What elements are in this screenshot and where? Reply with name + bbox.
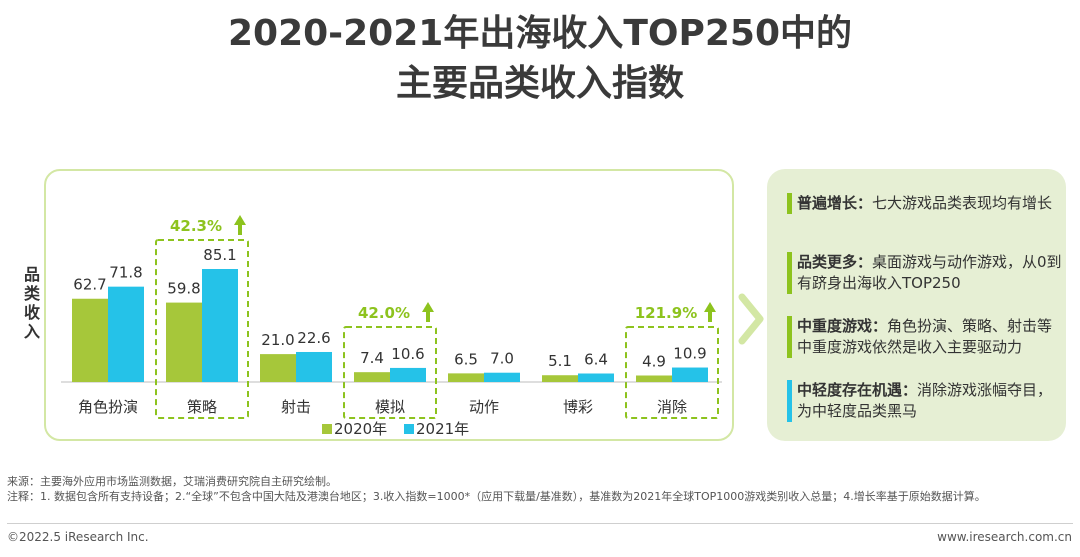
bar-2021 [202, 269, 238, 382]
bar-2020 [72, 298, 108, 382]
bar-2021 [108, 286, 144, 382]
bar-2021 [578, 373, 614, 382]
data-label: 7.0 [490, 350, 514, 368]
insight-heading: 中轻度存在机遇： [797, 381, 918, 399]
insight-item: 品类更多：桌面游戏与动作游戏，从0到有跻身出海收入TOP250 [787, 252, 1062, 294]
x-tick-label: 动作 [469, 398, 499, 416]
insight-text: 消除游戏涨幅夺目，为中轻度品类黑马 [797, 381, 1053, 420]
bar-2020 [636, 375, 672, 382]
insight-item: 普遍增长：七大游戏品类表现均有增长 [787, 193, 1062, 214]
bar-2021 [296, 351, 332, 382]
data-label: 7.4 [360, 349, 384, 367]
highlight-box [155, 239, 249, 419]
data-label: 5.1 [548, 352, 572, 370]
chevron-right-icon [738, 293, 764, 345]
y-axis-label: 品类收入 [23, 265, 40, 341]
growth-label: 42.0% [358, 304, 410, 322]
insight-text: 七大游戏品类表现均有增长 [872, 194, 1053, 212]
data-label: 71.8 [109, 264, 142, 282]
data-label: 6.4 [584, 351, 608, 369]
data-label: 10.9 [673, 345, 706, 363]
x-tick-label: 射击 [281, 398, 311, 416]
insight-heading: 品类更多： [797, 253, 873, 271]
legend-label: 2020年 [334, 420, 387, 438]
insight-item: 中重度游戏：角色扮演、策略、射击等中重度游戏依然是收入主要驱动力 [787, 316, 1062, 358]
source-note: 来源：主要海外应用市场监测数据，艾瑞消费研究院自主研究绘制。 [7, 475, 337, 488]
bar-2021 [390, 367, 426, 382]
copyright: ©2022.5 iResearch Inc. [7, 530, 149, 544]
bar-2020 [448, 373, 484, 382]
page-title: 2020-2021年出海收入TOP250中的 [227, 13, 853, 54]
data-label: 85.1 [203, 246, 236, 264]
chart-frame [44, 169, 734, 441]
up-arrow-icon [704, 302, 716, 312]
x-tick-label: 策略 [187, 398, 217, 416]
data-label: 22.6 [297, 329, 330, 347]
x-tick-label: 博彩 [563, 398, 593, 416]
website-link[interactable]: www.iresearch.com.cn [937, 530, 1072, 544]
up-arrow-stem [238, 224, 242, 235]
insight-marker [787, 193, 792, 214]
footnote: 注释：1. 数据包含所有支持设备；2.“全球”不包含中国大陆及港澳台地区；3.收… [7, 490, 986, 503]
growth-label: 42.3% [170, 217, 222, 235]
data-label: 21.0 [261, 331, 294, 349]
data-label: 6.5 [454, 350, 478, 368]
highlight-box [625, 326, 719, 419]
up-arrow-stem [426, 311, 430, 322]
bar-2020 [354, 372, 390, 382]
bar-2020 [542, 375, 578, 382]
bar-2021 [484, 372, 520, 382]
data-label: 59.8 [167, 280, 200, 298]
insight-marker [787, 252, 792, 294]
growth-label: 121.9% [635, 304, 697, 322]
data-label: 10.6 [391, 345, 424, 363]
highlight-box [343, 326, 437, 419]
data-label: 62.7 [73, 276, 106, 294]
insight-text: 角色扮演、策略、射击等中重度游戏依然是收入主要驱动力 [797, 317, 1053, 356]
data-label: 4.9 [642, 352, 666, 370]
insight-panel: 普遍增长：七大游戏品类表现均有增长 品类更多：桌面游戏与动作游戏，从0到有跻身出… [767, 169, 1066, 441]
footer-divider [7, 523, 1073, 524]
x-tick-label: 消除 [657, 398, 687, 416]
legend-swatch [322, 424, 332, 434]
insight-marker [787, 380, 792, 422]
insight-heading: 普遍增长： [797, 194, 873, 212]
insight-marker [787, 316, 792, 358]
legend-label: 2021年 [416, 420, 469, 438]
up-arrow-icon [422, 302, 434, 312]
bar-2020 [260, 354, 296, 382]
insight-item: 中轻度存在机遇：消除游戏涨幅夺目，为中轻度品类黑马 [787, 380, 1062, 422]
bar-2021 [672, 367, 708, 382]
bar-2020 [166, 302, 202, 382]
x-tick-label: 角色扮演 [78, 398, 138, 416]
insight-heading: 中重度游戏： [797, 317, 888, 335]
bar-chart: 62.771.8 角色扮演 59.885.1 策略 21.0 22.6 射击 7.4 10.6 模… [61, 215, 722, 438]
x-tick-label: 模拟 [375, 398, 405, 416]
page-subtitle: 主要品类收入指数 [395, 63, 684, 104]
insight-text: 桌面游戏与动作游戏，从0到有跻身出海收入TOP250 [797, 253, 1062, 292]
up-arrow-icon [234, 215, 246, 225]
legend-swatch [404, 424, 414, 434]
up-arrow-stem [708, 311, 712, 322]
